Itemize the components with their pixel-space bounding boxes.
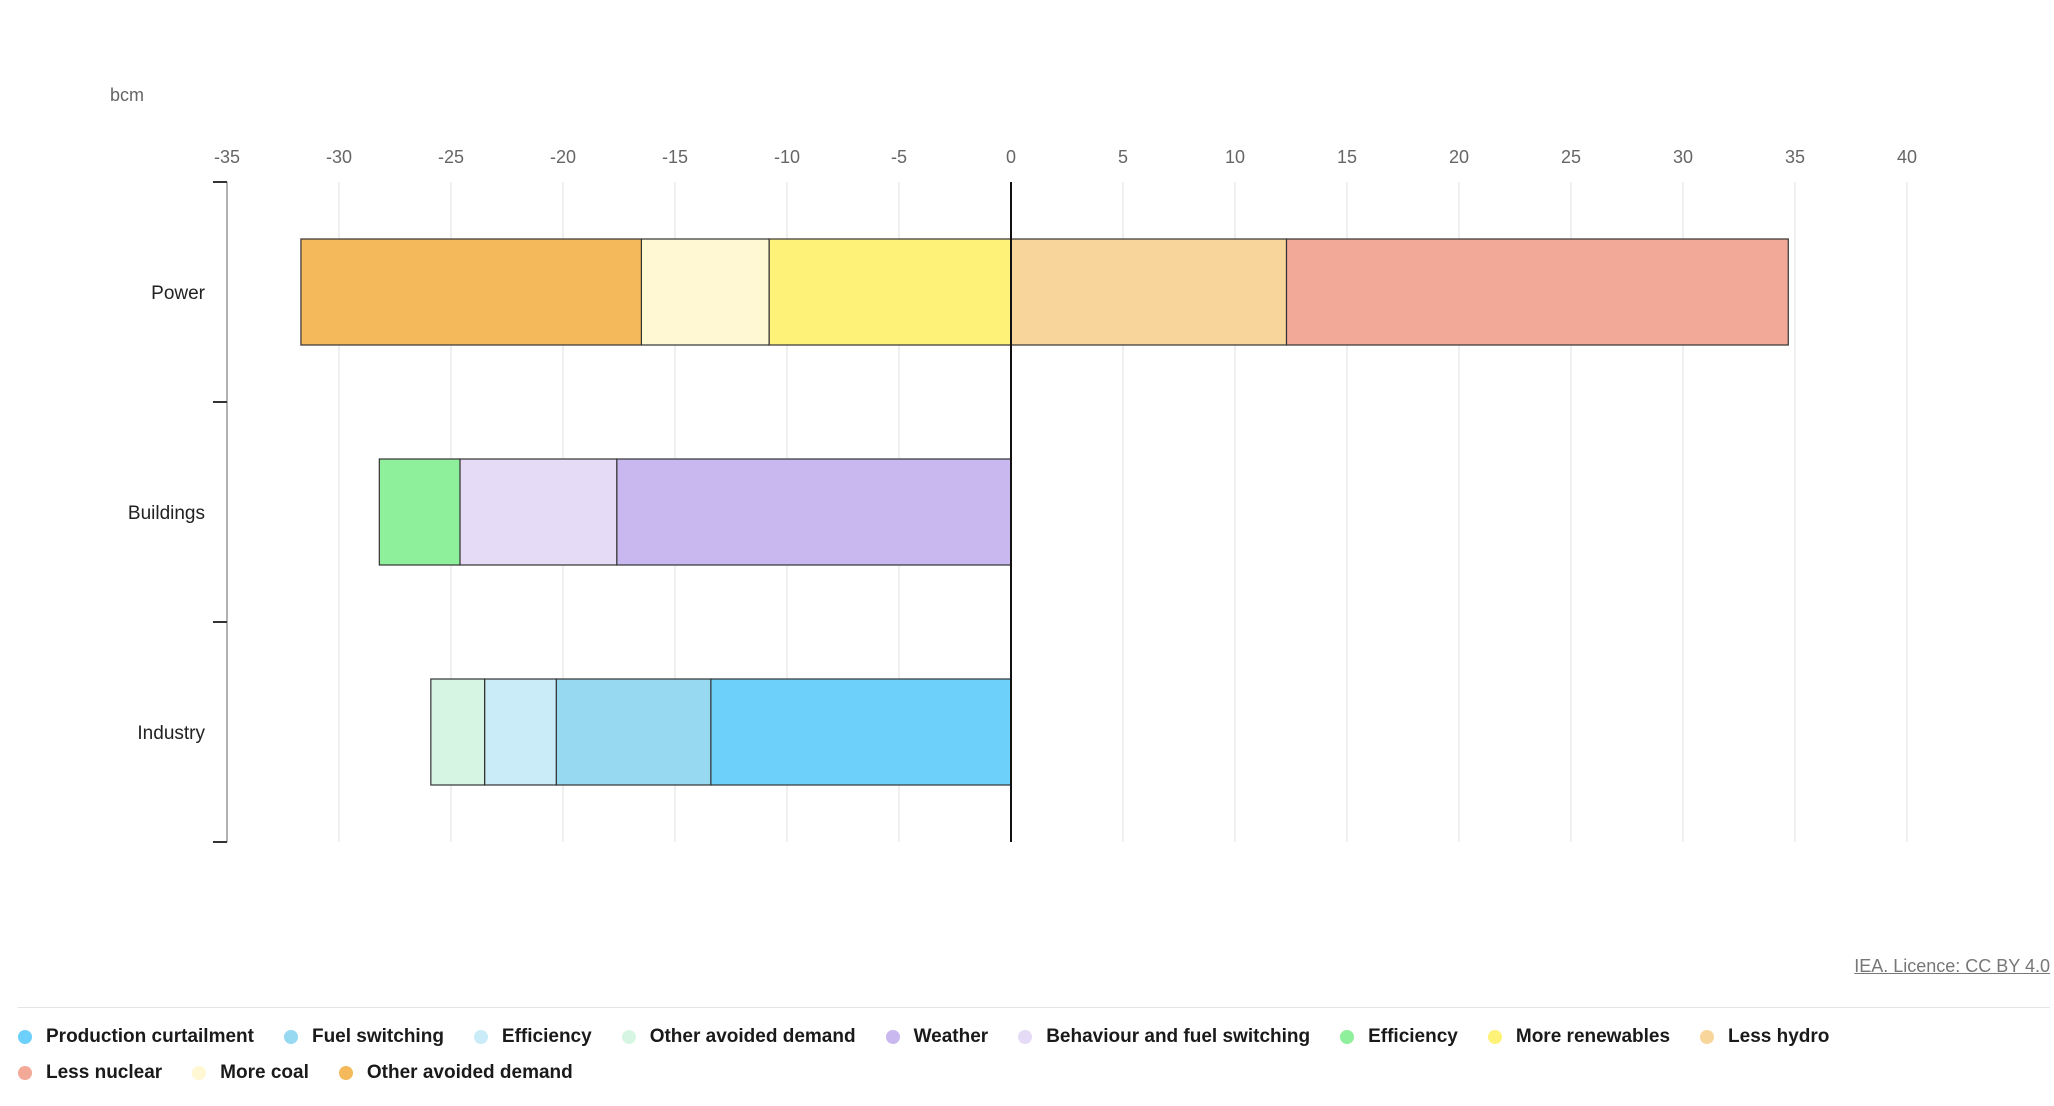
- credit-link[interactable]: IEA. Licence: CC BY 4.0: [1854, 956, 2050, 976]
- legend-label: Efficiency: [501, 1026, 592, 1047]
- legend-item-efficiency[interactable]: Efficiency: [1340, 1026, 1458, 1048]
- legend-label: More coal: [220, 1062, 309, 1083]
- legend-swatch: [621, 1030, 636, 1044]
- bar-power-other-avoided-demand[interactable]: [300, 238, 643, 346]
- legend: Production curtailment Fuel switching Effi…: [18, 1026, 1978, 1084]
- bar-industry-production-curtailment[interactable]: [710, 678, 1012, 786]
- bar-power-less-hydro[interactable]: [1010, 238, 1288, 346]
- legend-item-fuel-switching[interactable]: Fuel switching: [283, 1026, 444, 1048]
- bar-power-more-renewables[interactable]: [768, 238, 1012, 346]
- bar-buildings-weather[interactable]: [616, 458, 1012, 566]
- legend-item-efficiency[interactable]: Efficiency: [473, 1026, 592, 1048]
- x-tick-label: 15: [1337, 147, 1357, 167]
- chart: -35 -30 -25 -20 -15 -10 -5 0 5 10 15 20 25 30 35 40 Pow…: [110, 85, 1917, 843]
- category-label-buildings: Buildings: [128, 503, 205, 524]
- legend-swatch: [1700, 1030, 1715, 1044]
- bar-buildings-behaviour-and-fuel-switching[interactable]: [459, 458, 618, 566]
- x-tick-label: 0: [1006, 147, 1016, 167]
- x-tick-label: -10: [774, 147, 800, 167]
- unit-label: bcm: [110, 85, 144, 105]
- bar-buildings-efficiency[interactable]: [378, 458, 461, 566]
- x-tick-label: 35: [1785, 147, 1805, 167]
- legend-swatch: [192, 1066, 207, 1080]
- x-tick-label: -30: [326, 147, 352, 167]
- y-axis: [213, 181, 228, 843]
- bar-power-less-nuclear[interactable]: [1285, 238, 1789, 346]
- legend-item-less-hydro[interactable]: Less hydro: [1700, 1026, 1829, 1048]
- legend-item-other-avoided-demand[interactable]: Other avoided demand: [621, 1026, 856, 1048]
- category-label-power: Power: [151, 283, 206, 304]
- legend-label: More renewables: [1515, 1026, 1671, 1047]
- legend-label: Other avoided demand: [366, 1062, 573, 1083]
- legend-item-more-coal[interactable]: More coal: [192, 1062, 309, 1084]
- x-tick-label: -25: [438, 147, 464, 167]
- x-tick-label: -20: [550, 147, 576, 167]
- x-tick-label: 25: [1561, 147, 1581, 167]
- legend-label: Production curtailment: [46, 1026, 254, 1047]
- legend-label: Fuel switching: [311, 1026, 444, 1047]
- legend-swatch: [1487, 1030, 1502, 1044]
- x-tick-label: 40: [1897, 147, 1917, 167]
- x-tick-label: -15: [662, 147, 688, 167]
- legend-swatch: [885, 1030, 900, 1044]
- legend-item-behaviour-and-fuel-switching[interactable]: Behaviour and fuel switching: [1018, 1026, 1310, 1048]
- x-tick-label: 10: [1225, 147, 1245, 167]
- legend-label: Behaviour and fuel switching: [1046, 1026, 1311, 1047]
- bar-industry-efficiency[interactable]: [484, 678, 557, 786]
- x-tick-label: 30: [1673, 147, 1693, 167]
- legend-swatch: [18, 1030, 32, 1044]
- x-tick-label: -5: [891, 147, 907, 167]
- legend-swatch: [283, 1030, 298, 1044]
- bar-industry-fuel-switching[interactable]: [555, 678, 712, 786]
- legend-divider: [18, 1007, 2050, 1008]
- bar-industry-other-avoided-demand[interactable]: [430, 678, 486, 786]
- bars: [300, 238, 1789, 786]
- legend-label: Less nuclear: [46, 1062, 163, 1083]
- legend-label: Other avoided demand: [649, 1026, 856, 1047]
- legend-item-production-curtailment[interactable]: Production curtailment: [18, 1026, 254, 1048]
- x-tick-label: 5: [1118, 147, 1128, 167]
- legend-swatch: [1340, 1030, 1355, 1044]
- legend-swatch: [473, 1030, 488, 1044]
- legend-item-other-avoided-demand[interactable]: Other avoided demand: [338, 1062, 573, 1084]
- legend-label: Efficiency: [1368, 1026, 1458, 1047]
- legend-swatch: [1018, 1030, 1033, 1044]
- legend-swatch: [338, 1066, 353, 1080]
- legend-label: Less hydro: [1728, 1026, 1830, 1047]
- legend-swatch: [18, 1066, 32, 1080]
- x-tick-label: -35: [214, 147, 240, 167]
- legend-label: Weather: [913, 1026, 989, 1047]
- bar-power-more-coal[interactable]: [640, 238, 770, 346]
- legend-item-weather[interactable]: Weather: [885, 1026, 989, 1048]
- legend-item-more-renewables[interactable]: More renewables: [1487, 1026, 1671, 1048]
- legend-item-less-nuclear[interactable]: Less nuclear: [18, 1062, 162, 1084]
- x-tick-label: 20: [1449, 147, 1469, 167]
- category-label-industry: Industry: [137, 723, 205, 744]
- category-labels: Power Buildings Industry: [128, 283, 206, 744]
- x-tick-labels: -35 -30 -25 -20 -15 -10 -5 0 5 10 15 20 25 30 35 40: [214, 147, 1917, 167]
